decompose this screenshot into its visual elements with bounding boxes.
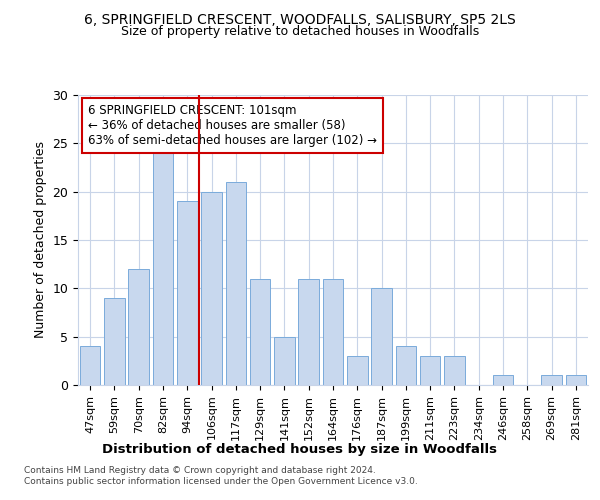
Bar <box>152 153 173 385</box>
Bar <box>347 356 368 385</box>
Bar <box>250 278 271 385</box>
Bar <box>420 356 440 385</box>
Text: Distribution of detached houses by size in Woodfalls: Distribution of detached houses by size … <box>103 442 497 456</box>
Bar <box>104 298 125 385</box>
Bar <box>80 346 100 385</box>
Bar <box>444 356 465 385</box>
Bar <box>493 376 514 385</box>
Bar <box>298 278 319 385</box>
Bar <box>128 269 149 385</box>
Text: Size of property relative to detached houses in Woodfalls: Size of property relative to detached ho… <box>121 25 479 38</box>
Bar <box>201 192 222 385</box>
Text: Contains HM Land Registry data © Crown copyright and database right 2024.: Contains HM Land Registry data © Crown c… <box>24 466 376 475</box>
Bar <box>541 376 562 385</box>
Y-axis label: Number of detached properties: Number of detached properties <box>34 142 47 338</box>
Bar <box>274 336 295 385</box>
Bar <box>371 288 392 385</box>
Text: 6, SPRINGFIELD CRESCENT, WOODFALLS, SALISBURY, SP5 2LS: 6, SPRINGFIELD CRESCENT, WOODFALLS, SALI… <box>84 12 516 26</box>
Bar <box>566 376 586 385</box>
Bar <box>177 202 197 385</box>
Text: Contains public sector information licensed under the Open Government Licence v3: Contains public sector information licen… <box>24 477 418 486</box>
Bar <box>226 182 246 385</box>
Text: 6 SPRINGFIELD CRESCENT: 101sqm
← 36% of detached houses are smaller (58)
63% of : 6 SPRINGFIELD CRESCENT: 101sqm ← 36% of … <box>88 104 377 146</box>
Bar <box>323 278 343 385</box>
Bar <box>395 346 416 385</box>
